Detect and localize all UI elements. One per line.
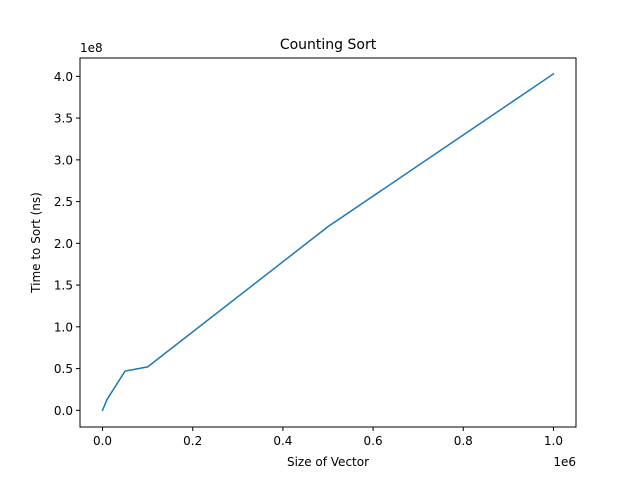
- y-tick-label: 1.5: [54, 279, 73, 293]
- y-tick-label: 1.0: [54, 320, 73, 334]
- x-tick-label: 1.0: [544, 434, 563, 448]
- axes-frame: [79, 57, 577, 428]
- x-tick-label: 0.6: [364, 434, 383, 448]
- x-axis-offset-label: 1e6: [553, 455, 576, 469]
- y-tick-label: 0.0: [54, 404, 73, 418]
- x-tick-label: 0.4: [273, 434, 292, 448]
- chart-title: Counting Sort: [280, 37, 377, 53]
- y-tick-label: 3.0: [54, 153, 73, 167]
- y-axis-ticks: 0.0 0.5 1.0 1.5 2.0 2.5 3.0 3.5 4.0: [54, 70, 80, 418]
- x-axis-ticks: 0.0 0.2 0.4 0.6 0.8 1.0: [93, 427, 563, 448]
- y-tick-label: 0.5: [54, 362, 73, 376]
- series-line-1: [101, 72, 555, 412]
- y-tick-label: 3.5: [54, 112, 73, 126]
- y-tick-label: 2.0: [54, 237, 73, 251]
- plot-area: [101, 72, 555, 412]
- x-tick-label: 0.0: [93, 434, 112, 448]
- y-tick-label: 2.5: [54, 195, 73, 209]
- y-axis-label: Time to Sort (ns): [29, 192, 43, 294]
- x-axis-label: Size of Vector: [287, 455, 369, 469]
- x-tick-label: 0.8: [454, 434, 473, 448]
- y-axis-offset-label: 1e8: [80, 41, 103, 55]
- y-tick-label: 4.0: [54, 70, 73, 84]
- x-tick-label: 0.2: [183, 434, 202, 448]
